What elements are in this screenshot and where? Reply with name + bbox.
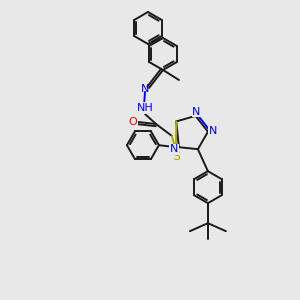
Text: O: O: [129, 117, 137, 127]
Text: N: N: [192, 107, 201, 117]
Text: NH: NH: [136, 103, 153, 113]
Text: N: N: [209, 126, 217, 136]
Text: N: N: [141, 84, 149, 94]
Text: N: N: [170, 144, 178, 154]
Text: S: S: [172, 149, 180, 163]
